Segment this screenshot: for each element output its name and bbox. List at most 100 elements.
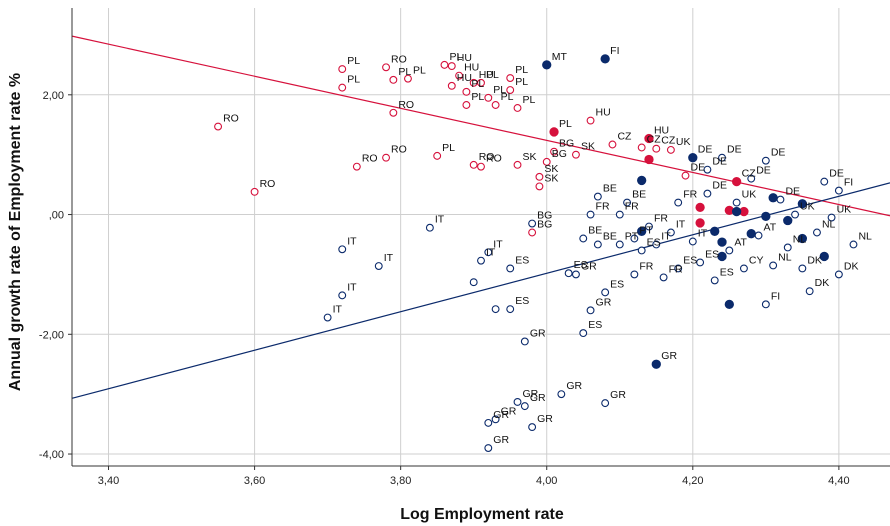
point-label: RO <box>398 99 414 111</box>
point-label: HU <box>654 125 669 137</box>
blue-filled-point <box>600 54 610 64</box>
point-label: IT <box>486 247 496 259</box>
point-label: ES <box>610 278 624 290</box>
red-hollow-point <box>491 101 500 109</box>
red-filled-point <box>644 154 654 165</box>
blue-hollow-point <box>484 418 493 427</box>
point-label: ES <box>574 259 588 271</box>
point-label: BG <box>552 148 567 160</box>
point-label: RO <box>391 144 407 156</box>
point-label: NL <box>858 230 872 242</box>
point-label: PT <box>625 230 639 242</box>
red-hollow-point <box>484 93 493 102</box>
red-hollow-point <box>535 172 544 181</box>
point-label: FI <box>610 45 619 57</box>
blue-hollow-point <box>586 306 595 315</box>
blue-filled-point <box>710 226 720 236</box>
red-hollow-point <box>571 150 580 159</box>
point-label: DE <box>712 156 727 168</box>
point-label: GR <box>596 296 612 308</box>
point-label: ES <box>705 248 719 260</box>
point-label: IT <box>333 304 343 316</box>
blue-filled-point <box>819 251 829 262</box>
blue-hollow-point <box>557 390 566 399</box>
blue-hollow-point <box>732 198 741 207</box>
blue-hollow-point <box>834 270 843 279</box>
point-label: PL <box>413 65 426 77</box>
point-label: BE <box>603 230 617 242</box>
blue-hollow-point <box>477 256 485 265</box>
point-label: RO <box>223 113 239 125</box>
point-label: BG <box>537 210 552 222</box>
point-label: UK <box>800 201 815 213</box>
point-label: GR <box>530 327 546 339</box>
point-label: PL <box>471 78 484 90</box>
grid-lines <box>72 8 890 466</box>
red-hollow-point <box>681 171 690 180</box>
point-label: FR <box>639 260 653 272</box>
point-label: RO <box>260 178 276 190</box>
point-label: DE <box>727 144 742 156</box>
red-hollow-point <box>462 87 471 96</box>
blue-hollow-point <box>338 291 347 300</box>
point-label: IT <box>493 238 503 250</box>
blue-filled-point <box>731 206 742 217</box>
red-hollow-point <box>462 101 471 109</box>
point-label: PL <box>486 69 499 81</box>
blue-filled-point <box>717 237 727 247</box>
red-hollow-point <box>469 160 478 169</box>
point-label: IT <box>676 219 686 231</box>
point-label: GR <box>523 388 539 400</box>
red-hollow-point <box>433 151 442 160</box>
red-hollow-point <box>382 153 391 162</box>
blue-hollow-point <box>528 219 537 228</box>
blue-hollow-point <box>703 165 712 174</box>
point-label: RO <box>391 53 407 65</box>
red-hollow-point <box>637 143 646 152</box>
red-hollow-point <box>608 140 617 149</box>
blue-hollow-point <box>593 192 602 201</box>
blue-hollow-point <box>586 210 595 219</box>
point-labels: ROROPLPLROROROPLROPLPLPLHUHUHUPLPLROHURO… <box>223 45 872 446</box>
point-label: PL <box>559 118 572 130</box>
point-label: CZ <box>661 135 676 147</box>
blue-hollow-point <box>601 288 610 297</box>
blue-hollow-point <box>593 240 602 249</box>
red-hollow-point <box>250 187 259 196</box>
blue-hollow-point <box>513 397 522 406</box>
point-label: ES <box>515 295 529 307</box>
point-label: IT <box>661 230 671 242</box>
point-label: AT <box>764 222 777 234</box>
blue-fit-line <box>71 182 890 399</box>
red-hollow-point <box>535 182 544 191</box>
blue-hollow-point <box>637 246 646 255</box>
red-hollow-point <box>666 145 675 154</box>
red-filled-point <box>549 127 559 137</box>
point-label: FR <box>669 263 683 275</box>
blue-hollow-point <box>820 177 829 186</box>
red-hollow-point <box>338 65 347 74</box>
point-label: PL <box>398 66 411 78</box>
point-label: GR <box>661 350 677 362</box>
blue-hollow-point <box>747 174 756 183</box>
point-label: PL <box>515 76 528 88</box>
blue-hollow-point <box>579 234 588 243</box>
point-label: SK <box>544 172 558 184</box>
blue-filled-point <box>761 211 771 221</box>
point-label: IT <box>384 252 394 264</box>
blue-filled-point <box>797 199 808 209</box>
point-label: UK <box>742 189 757 201</box>
blue-hollow-point <box>761 156 770 165</box>
blue-hollow-point <box>425 223 434 232</box>
point-label: DE <box>698 144 713 156</box>
point-label: BG <box>537 219 552 231</box>
blue-hollow-point <box>754 231 763 240</box>
blue-hollow-point <box>520 402 529 411</box>
point-label: SK <box>523 151 537 163</box>
blue-hollow-point <box>659 273 668 282</box>
point-label: HU <box>464 62 479 74</box>
blue-hollow-point <box>484 248 493 257</box>
blue-hollow-point <box>601 399 610 408</box>
point-label: ES <box>515 254 529 266</box>
